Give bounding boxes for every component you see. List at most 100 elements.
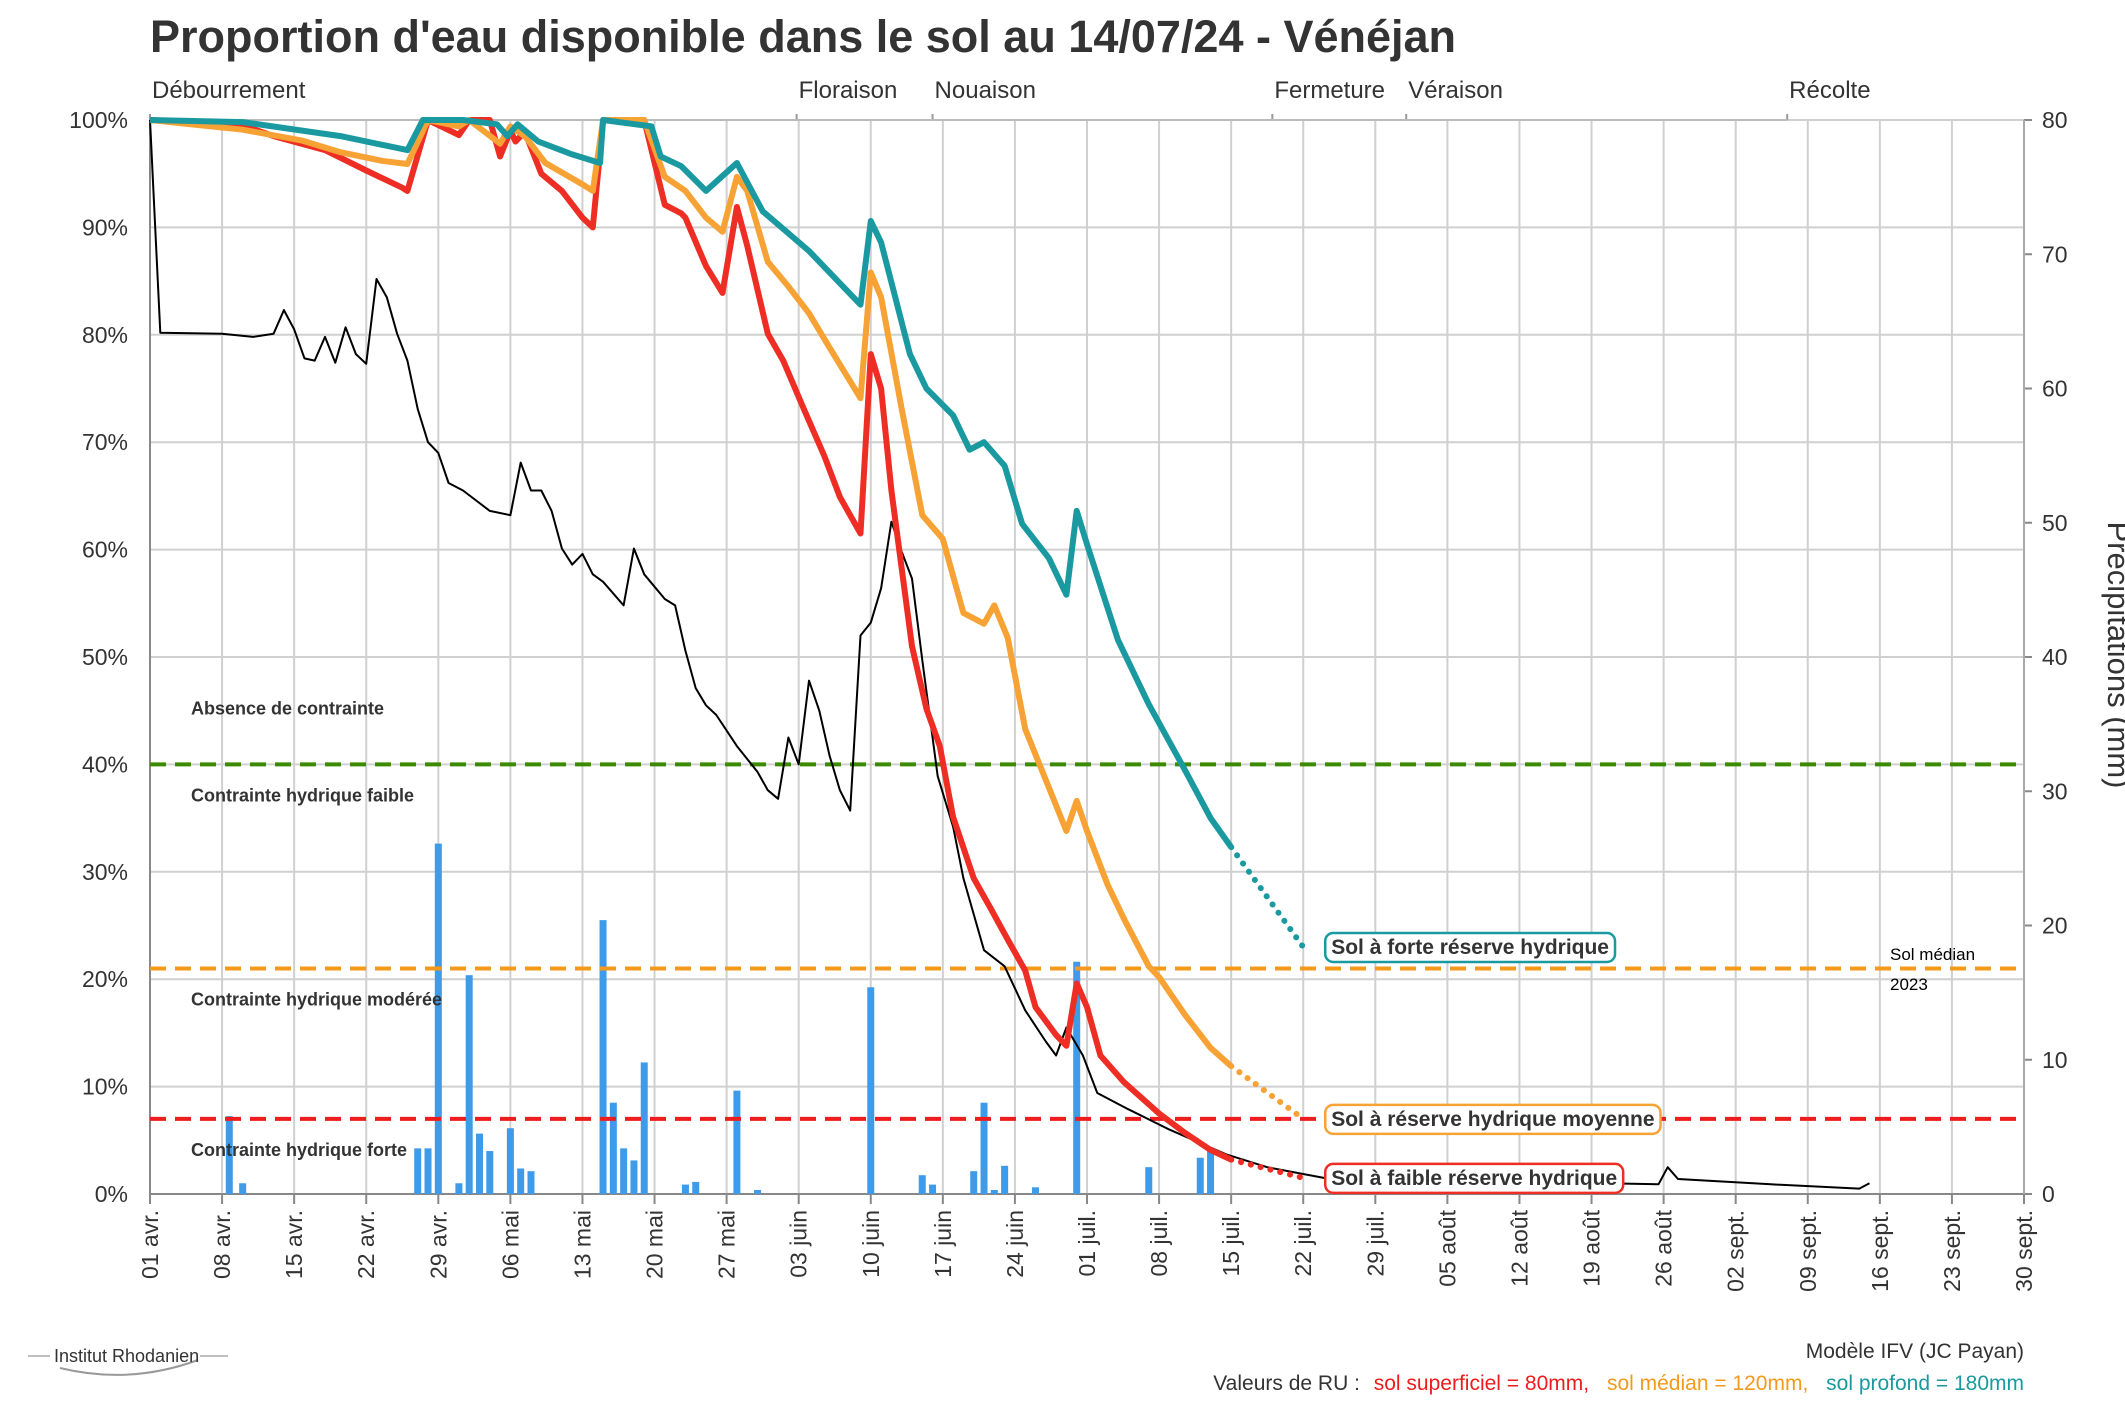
threshold-label: Contrainte hydrique modérée xyxy=(191,989,442,1009)
precipitation-bar xyxy=(599,920,607,1194)
x-tick-label: 15 avr. xyxy=(281,1210,307,1279)
x-tick-label: 12 août xyxy=(1506,1209,1532,1286)
x-tick-label: 01 avr. xyxy=(137,1210,163,1279)
series-legend: Sol à faible réserve hydrique xyxy=(1323,1162,1625,1195)
y-tick-label: 50% xyxy=(82,644,128,670)
precipitation-bar xyxy=(867,987,875,1194)
forecast-line xyxy=(1228,844,1307,950)
x-tick-label: 08 avr. xyxy=(209,1210,235,1279)
x-tick-label: 06 mai xyxy=(497,1210,523,1279)
y-tick-label: 60% xyxy=(82,537,128,563)
x-tick-label: 19 août xyxy=(1579,1209,1605,1286)
threshold-label: Contrainte hydrique forte xyxy=(191,1140,407,1160)
precipitation-bar xyxy=(527,1171,535,1194)
precipitation-bar xyxy=(506,1128,514,1194)
precipitation-bar xyxy=(733,1090,741,1194)
precipitation-bar xyxy=(692,1181,700,1194)
precipitation-bar xyxy=(609,1102,617,1194)
y2-tick-label: 10 xyxy=(2042,1047,2068,1073)
ru-note: Valeurs de RU : sol superficiel = 80mm, … xyxy=(1213,1372,2024,1395)
precipitation-bar xyxy=(620,1148,628,1194)
precipitation-bar xyxy=(681,1184,689,1194)
y-tick-label: 20% xyxy=(82,966,128,992)
x-tick-label: 10 juin xyxy=(858,1210,884,1278)
precipitation-bar xyxy=(465,975,473,1194)
precipitation-bar xyxy=(640,1062,648,1194)
precipitation-bar xyxy=(970,1171,978,1194)
precipitation-bar xyxy=(486,1151,494,1194)
ru-value: sol superficiel = 80mm, xyxy=(1374,1372,1589,1395)
phase-label: Nouaison xyxy=(935,77,1036,104)
x-tick-label: 17 juin xyxy=(930,1210,956,1278)
forecast-line xyxy=(1228,1156,1307,1181)
x-tick-label: 22 avr. xyxy=(353,1210,379,1279)
x-tick-label: 26 août xyxy=(1651,1209,1677,1286)
precipitation-bar xyxy=(414,1148,422,1194)
forecast-line xyxy=(1228,1063,1307,1122)
precipitation-bar xyxy=(980,1102,988,1194)
phase-label: Récolte xyxy=(1789,77,1870,104)
legend-label: Sol à réserve hydrique moyenne xyxy=(1331,1108,1654,1131)
phase-label: Véraison xyxy=(1408,77,1503,104)
precipitation-bar xyxy=(239,1183,247,1194)
logo: Institut Rhodanien xyxy=(28,1346,228,1376)
x-tick-label: 09 sept. xyxy=(1795,1210,1821,1292)
legend-box xyxy=(1323,1162,1625,1195)
series-line xyxy=(149,117,1234,849)
x-tick-label: 13 mai xyxy=(569,1210,595,1279)
precipitation-bar xyxy=(929,1184,937,1194)
y-tick-label: 70% xyxy=(82,429,128,455)
x-tick-label: 15 juil. xyxy=(1218,1210,1244,1276)
y-tick-label: 0% xyxy=(95,1181,128,1207)
series-legend: Sol à forte réserve hydrique xyxy=(1323,931,1617,964)
precipitation-bar xyxy=(990,1189,998,1194)
ru-value: sol profond = 180mm xyxy=(1826,1372,2024,1395)
x-tick-label: 29 avr. xyxy=(425,1210,451,1279)
precipitation-bar xyxy=(517,1168,525,1194)
precipitation-bar xyxy=(1196,1157,1204,1194)
y-tick-label: 90% xyxy=(82,214,128,240)
logo-swoosh xyxy=(59,1359,199,1376)
precipitation-bar xyxy=(1207,1148,1215,1194)
precipitation-bar xyxy=(1145,1167,1153,1194)
precipitation-bar xyxy=(630,1160,638,1194)
x-tick-label: 29 juil. xyxy=(1362,1210,1388,1276)
y-tick-label: 40% xyxy=(82,751,128,777)
precipitation-bar xyxy=(225,1116,233,1194)
y2-tick-label: 70 xyxy=(2042,241,2068,267)
x-tick-label: 02 sept. xyxy=(1723,1210,1749,1292)
y2-axis-title: Précipitations (mm) xyxy=(2101,522,2125,789)
y2-tick-label: 30 xyxy=(2042,778,2068,804)
y2-tick-label: 80 xyxy=(2042,107,2068,133)
x-tick-label: 03 juin xyxy=(786,1210,812,1278)
phase-label: Floraison xyxy=(799,77,898,104)
precipitation-bar xyxy=(434,843,442,1194)
y-tick-label: 100% xyxy=(69,107,128,133)
y2-tick-label: 60 xyxy=(2042,376,2068,402)
series-legend: Sol médian 2023 xyxy=(1890,945,1976,994)
precipitation-bar xyxy=(754,1189,762,1194)
x-tick-label: 05 août xyxy=(1434,1209,1460,1286)
x-tick-label: 20 mai xyxy=(642,1210,668,1279)
precipitation-bar xyxy=(455,1183,463,1194)
x-tick-label: 01 juil. xyxy=(1074,1210,1100,1276)
y2-tick-label: 40 xyxy=(2042,644,2068,670)
precipitation-bar xyxy=(918,1175,926,1194)
x-tick-label: 24 juin xyxy=(1002,1210,1028,1278)
x-tick-label: 16 sept. xyxy=(1867,1210,1893,1292)
series-legend: Sol à réserve hydrique moyenne xyxy=(1323,1103,1662,1136)
phase-label: Débourrement xyxy=(152,77,306,104)
legend-label: Sol à faible réserve hydrique xyxy=(1331,1167,1617,1190)
zone-label: Absence de contrainte xyxy=(191,698,384,718)
x-tick-label: 27 mai xyxy=(714,1210,740,1279)
ru-label: Valeurs de RU : xyxy=(1213,1372,1360,1395)
legend-box xyxy=(1323,931,1617,964)
precipitation-bar xyxy=(1032,1187,1040,1194)
precipitation-bar xyxy=(1001,1165,1009,1194)
x-tick-label: 08 juil. xyxy=(1146,1210,1172,1276)
legend-label: Sol médian 2023 xyxy=(1890,945,1976,994)
x-tick-label: 30 sept. xyxy=(2011,1210,2037,1292)
legend-label: Sol à forte réserve hydrique xyxy=(1331,936,1609,959)
